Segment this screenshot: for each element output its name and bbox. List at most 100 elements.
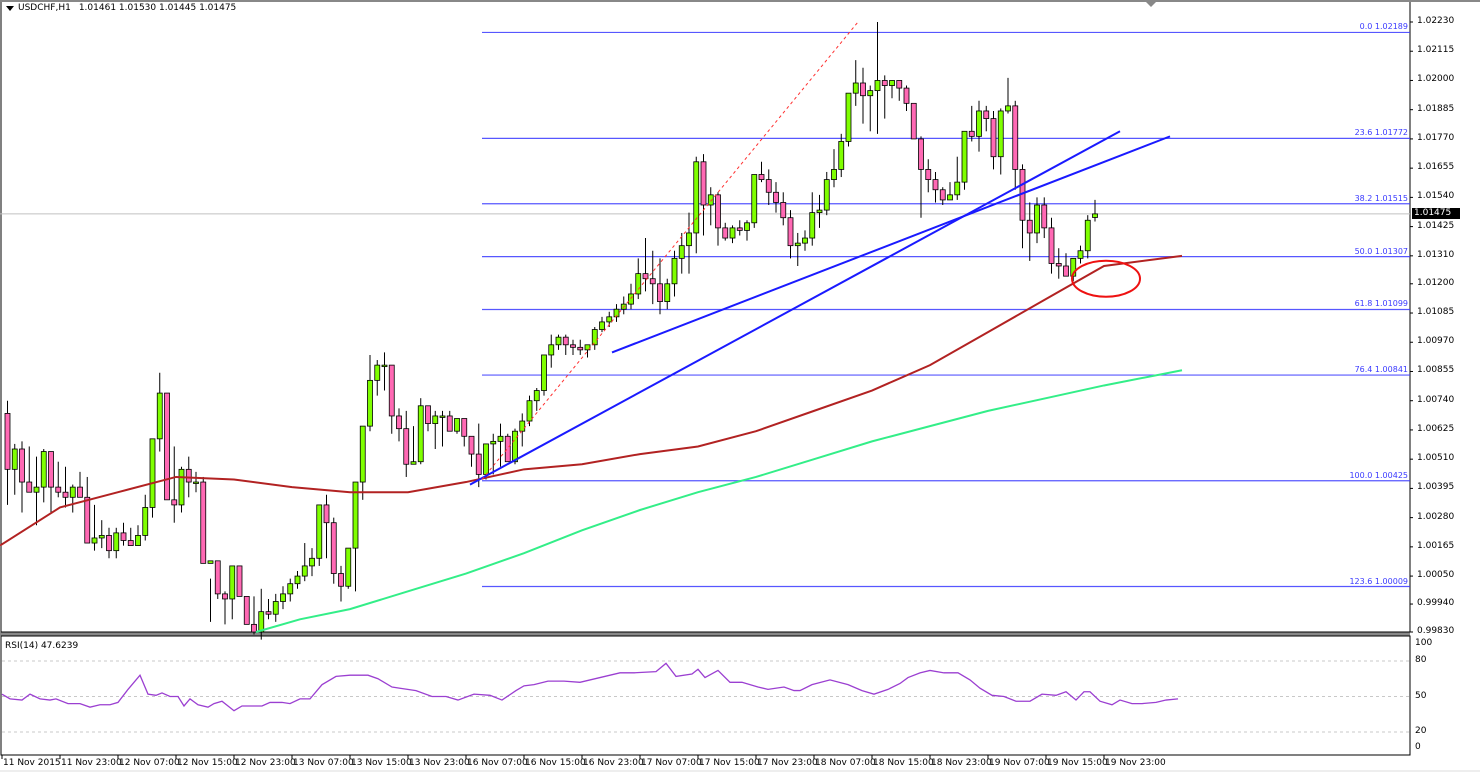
- candle-bull: [33, 486, 40, 493]
- time-tick-label: 13 Nov 15:00: [351, 758, 412, 768]
- candle-bull: [483, 443, 489, 475]
- chart-shift-marker-icon[interactable]: [1146, 2, 1156, 7]
- candle-bear: [700, 161, 707, 206]
- candle-bull: [432, 415, 439, 424]
- candle-bull: [156, 392, 163, 440]
- candle-bear: [127, 540, 134, 546]
- candle-bull: [664, 283, 671, 302]
- candle-bull: [113, 532, 120, 552]
- dropdown-triangle-icon[interactable]: [6, 5, 14, 11]
- trendline-1[interactable]: [469, 130, 1121, 486]
- candle-bear: [403, 428, 410, 465]
- candle-bear: [425, 405, 431, 424]
- candle-bear: [787, 217, 794, 247]
- price-tick-label: 1.02230: [1417, 16, 1455, 26]
- candle-bull: [613, 308, 620, 318]
- candle-bull: [91, 537, 98, 544]
- candle-bear: [932, 179, 939, 191]
- price-tick-label: 1.01655: [1417, 162, 1455, 173]
- candle-bear: [896, 80, 903, 89]
- price-tick-label: 1.00855: [1417, 365, 1455, 376]
- candle-bull: [671, 257, 678, 285]
- candle-bear: [918, 138, 924, 170]
- candle-bull: [11, 448, 18, 470]
- price-tick-label: 1.00970: [1417, 336, 1455, 347]
- candle-bull: [831, 169, 837, 180]
- rsi-tick-label: 20: [1415, 726, 1427, 736]
- candle-bull: [417, 405, 424, 463]
- candle-bear: [323, 504, 330, 524]
- fib-label-61.8: 61.8 1.01099: [1354, 299, 1408, 309]
- candle-bull: [374, 364, 381, 381]
- candle-bull: [294, 575, 301, 585]
- candle-bull: [142, 507, 149, 536]
- candle-bear: [77, 486, 83, 498]
- candle-bull: [947, 194, 953, 201]
- dashed-trendline[interactable]: [481, 21, 859, 480]
- time-tick-label: 13 Nov 07:00: [293, 758, 354, 768]
- candle-bear: [983, 110, 990, 119]
- candle-bear: [171, 499, 178, 506]
- candle-bear: [780, 202, 787, 219]
- candle-bear: [562, 336, 569, 346]
- symbol-timeframe: USDCHF,H1: [18, 3, 71, 13]
- time-tick-label: 16 Nov 07:00: [467, 758, 528, 768]
- candle-bull: [280, 593, 286, 602]
- candle-bear: [106, 535, 112, 552]
- candle-bear: [243, 596, 250, 625]
- candle-bull: [301, 565, 308, 577]
- candle-bull: [258, 611, 265, 633]
- candle-bear: [758, 174, 765, 180]
- candle-bear: [396, 415, 402, 430]
- candle-bull: [135, 535, 141, 546]
- candle-bear: [265, 611, 272, 615]
- candle-bear: [968, 130, 975, 137]
- price-tick-label: 1.01200: [1417, 277, 1455, 288]
- candle-bear: [48, 451, 54, 488]
- candle-bear: [765, 179, 772, 193]
- candle-bull: [852, 82, 859, 94]
- candle-bull: [954, 181, 961, 196]
- price-tick-label: 1.00280: [1417, 511, 1455, 522]
- candle-bear: [903, 87, 910, 104]
- trendline-2[interactable]: [611, 135, 1171, 354]
- candle-bull: [599, 321, 605, 330]
- candle-bull: [69, 486, 76, 498]
- candle-bear: [461, 418, 468, 437]
- candle-bear: [388, 364, 395, 417]
- candle-bear: [200, 481, 207, 564]
- price-tick-label: 1.01770: [1417, 132, 1455, 143]
- candle-bull: [454, 418, 460, 432]
- price-tick-label: 1.02115: [1417, 45, 1455, 56]
- rsi-line[interactable]: [1, 662, 1179, 712]
- rsi-tick-label: 50: [1415, 691, 1427, 701]
- candle-bull: [533, 390, 540, 402]
- candle-bear: [1048, 227, 1055, 264]
- candle-bear: [185, 468, 192, 483]
- moving-average-red[interactable]: [0, 254, 1183, 547]
- candle-bear: [164, 392, 170, 501]
- price-tick-label: 1.00165: [1417, 540, 1455, 551]
- highlight-circle[interactable]: [1071, 259, 1141, 298]
- candle-bull: [867, 90, 874, 97]
- candle-bear: [570, 344, 576, 348]
- candle-bear: [722, 227, 729, 239]
- candle-bull: [519, 420, 526, 432]
- candle-bull: [1005, 105, 1011, 112]
- time-tick-label: 19 Nov 15:00: [1047, 758, 1108, 768]
- candle-bull: [802, 237, 808, 244]
- current-price-tag: 1.01475: [1412, 207, 1460, 219]
- time-tick-label: 18 Nov 15:00: [873, 758, 934, 768]
- fib-label-76.4: 76.4 1.00841: [1354, 365, 1408, 375]
- fib-label-50.0: 50.0 1.01307: [1354, 246, 1408, 256]
- candle-bear: [649, 278, 656, 285]
- rsi-tick-label: 80: [1415, 655, 1427, 665]
- moving-average-green[interactable]: [255, 369, 1183, 633]
- candle-bear: [251, 623, 257, 633]
- price-tick-label: 1.00395: [1417, 482, 1455, 493]
- time-tick-label: 12 Nov 23:00: [235, 758, 296, 768]
- candle-bear: [222, 593, 228, 600]
- time-tick-label: 11 Nov 2015: [3, 758, 61, 768]
